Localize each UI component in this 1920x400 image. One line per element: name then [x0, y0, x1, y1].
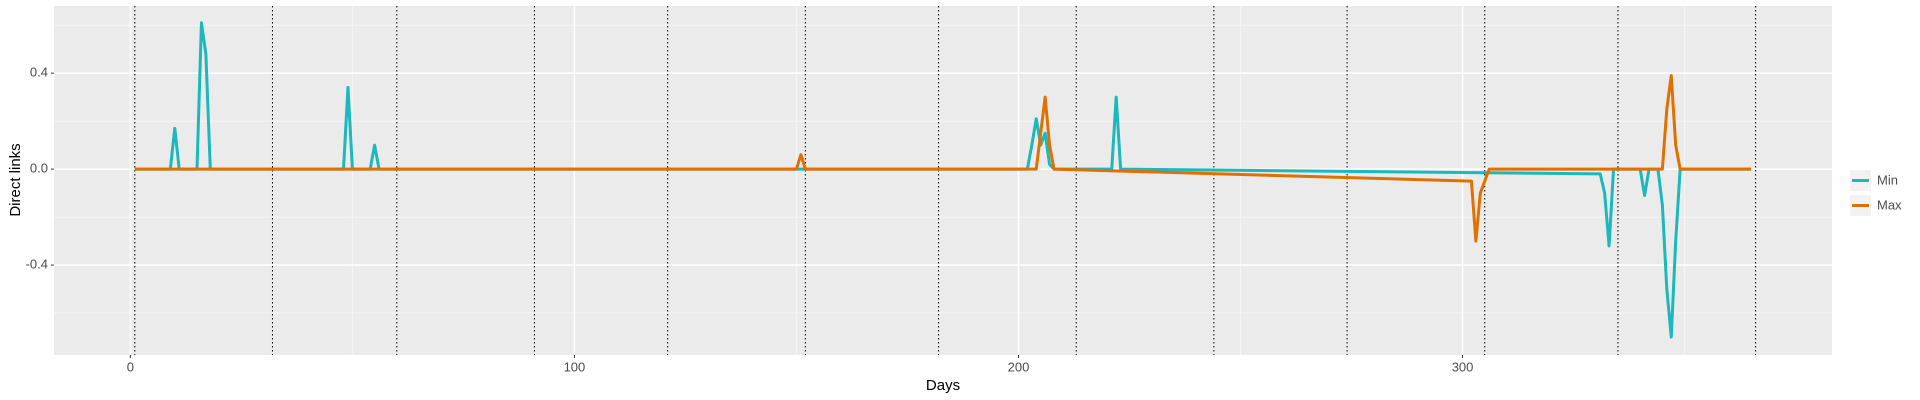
x-tick-label: 0: [127, 359, 134, 374]
x-tick-label: 200: [1008, 359, 1030, 374]
series-line: [134, 74, 1752, 243]
legend-label: Max: [1877, 197, 1902, 212]
y-tick-label: -0.4: [26, 256, 48, 271]
y-tick-label: 0.4: [30, 65, 48, 80]
marks: [134, 6, 1757, 355]
legend-label: Min: [1877, 172, 1898, 187]
x-tick-label: 100: [564, 359, 586, 374]
y-tick-label: 0.0: [30, 161, 48, 176]
x-tick-label: 300: [1452, 359, 1474, 374]
panel-background: [54, 6, 1832, 355]
x-axis-title: Days: [926, 377, 960, 394]
y-axis-title: Direct links: [7, 143, 24, 216]
